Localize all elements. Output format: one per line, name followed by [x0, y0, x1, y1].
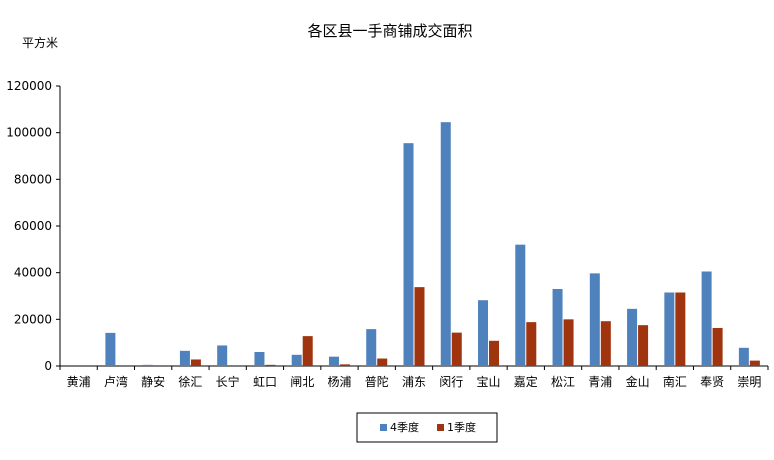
bar-q1-浦东: [414, 287, 425, 366]
x-tick-label: 崇明: [737, 375, 761, 389]
y-tick-label: 0: [44, 359, 52, 373]
x-tick-label: 奉贤: [700, 375, 724, 389]
bar-q1-闸北: [302, 336, 313, 366]
bar-q1-普陀: [377, 358, 388, 366]
x-tick-label: 金山: [626, 374, 650, 389]
bar-q1-宝山: [489, 340, 500, 366]
bar-q4-金山: [627, 308, 638, 366]
y-tick-label: 20000: [14, 312, 52, 326]
x-tick-label: 松江: [551, 375, 575, 389]
bar-q4-青浦: [589, 273, 600, 366]
bar-q1-闵行: [451, 332, 462, 366]
bar-q4-浦东: [403, 143, 414, 366]
bar-q4-长宁: [217, 345, 228, 366]
x-tick-label: 卢湾: [104, 374, 128, 389]
axes: [56, 85, 769, 370]
x-tick-label: 青浦: [588, 375, 612, 389]
bar-q1-杨浦: [339, 364, 350, 366]
bar-q1-虹口: [265, 364, 276, 366]
bar-q4-宝山: [478, 300, 489, 366]
x-tick-label: 徐汇: [178, 374, 202, 389]
bar-q1-南汇: [675, 292, 686, 366]
x-tick-label: 虹口: [253, 375, 277, 389]
axis-labels: 0 20000 40000 60000 80000 100000 120000 黄浦 卢湾 静安徐…: [6, 79, 761, 389]
bar-q4-杨浦: [328, 356, 339, 366]
bar-q4-松江: [552, 289, 563, 366]
bar-q1-徐汇: [190, 359, 201, 366]
bar-q1-金山: [638, 325, 649, 366]
y-tick-label: 120000: [6, 79, 52, 93]
bar-q4-普陀: [366, 329, 377, 366]
y-tick-label: 100000: [6, 126, 52, 140]
x-tick-label: 闵行: [439, 374, 463, 389]
x-tick-label: 南汇: [663, 374, 687, 389]
bar-q4-崇明: [738, 347, 749, 366]
x-tick-label: 黄浦: [67, 375, 91, 389]
x-tick-label: 静安: [141, 374, 165, 389]
y-tick-label: 40000: [14, 266, 52, 280]
legend: 4季度 1季度: [356, 412, 498, 443]
x-tick-label: 普陀: [365, 374, 389, 389]
bar-q4-静安: [142, 364, 153, 366]
bar-q4-闸北: [291, 354, 302, 366]
bars: [105, 122, 760, 367]
legend-label: 4季度: [390, 420, 419, 434]
x-tick-label: 长宁: [216, 374, 240, 389]
bar-q4-卢湾: [105, 332, 116, 366]
x-tick-label: 杨浦: [327, 374, 351, 389]
bar-q1-奉贤: [712, 327, 723, 366]
x-tick-label: 闸北: [290, 375, 314, 389]
y-tick-label: 60000: [14, 219, 52, 233]
bar-q4-南汇: [664, 292, 675, 366]
y-tick-label: 80000: [14, 172, 52, 186]
legend-swatch: [380, 424, 387, 431]
bar-q4-嘉定: [515, 244, 526, 366]
x-tick-label: 浦东: [402, 375, 426, 389]
bar-q1-青浦: [600, 321, 611, 366]
bar-q4-闵行: [440, 122, 451, 367]
bar-q4-徐汇: [179, 350, 190, 366]
bar-q1-崇明: [749, 360, 760, 366]
bar-q4-奉贤: [701, 271, 712, 366]
bar-q1-嘉定: [526, 322, 537, 366]
legend-box: [356, 412, 498, 443]
bar-q1-松江: [563, 319, 574, 366]
bar-q4-虹口: [254, 352, 265, 366]
y-axis-label: 平方米: [22, 35, 58, 50]
x-tick-label: 嘉定: [514, 374, 538, 389]
x-tick-label: 宝山: [477, 375, 501, 389]
legend-swatch: [437, 424, 444, 431]
legend-label: 1季度: [447, 420, 476, 434]
chart-title: 各区县一手商铺成交面积: [307, 22, 472, 40]
